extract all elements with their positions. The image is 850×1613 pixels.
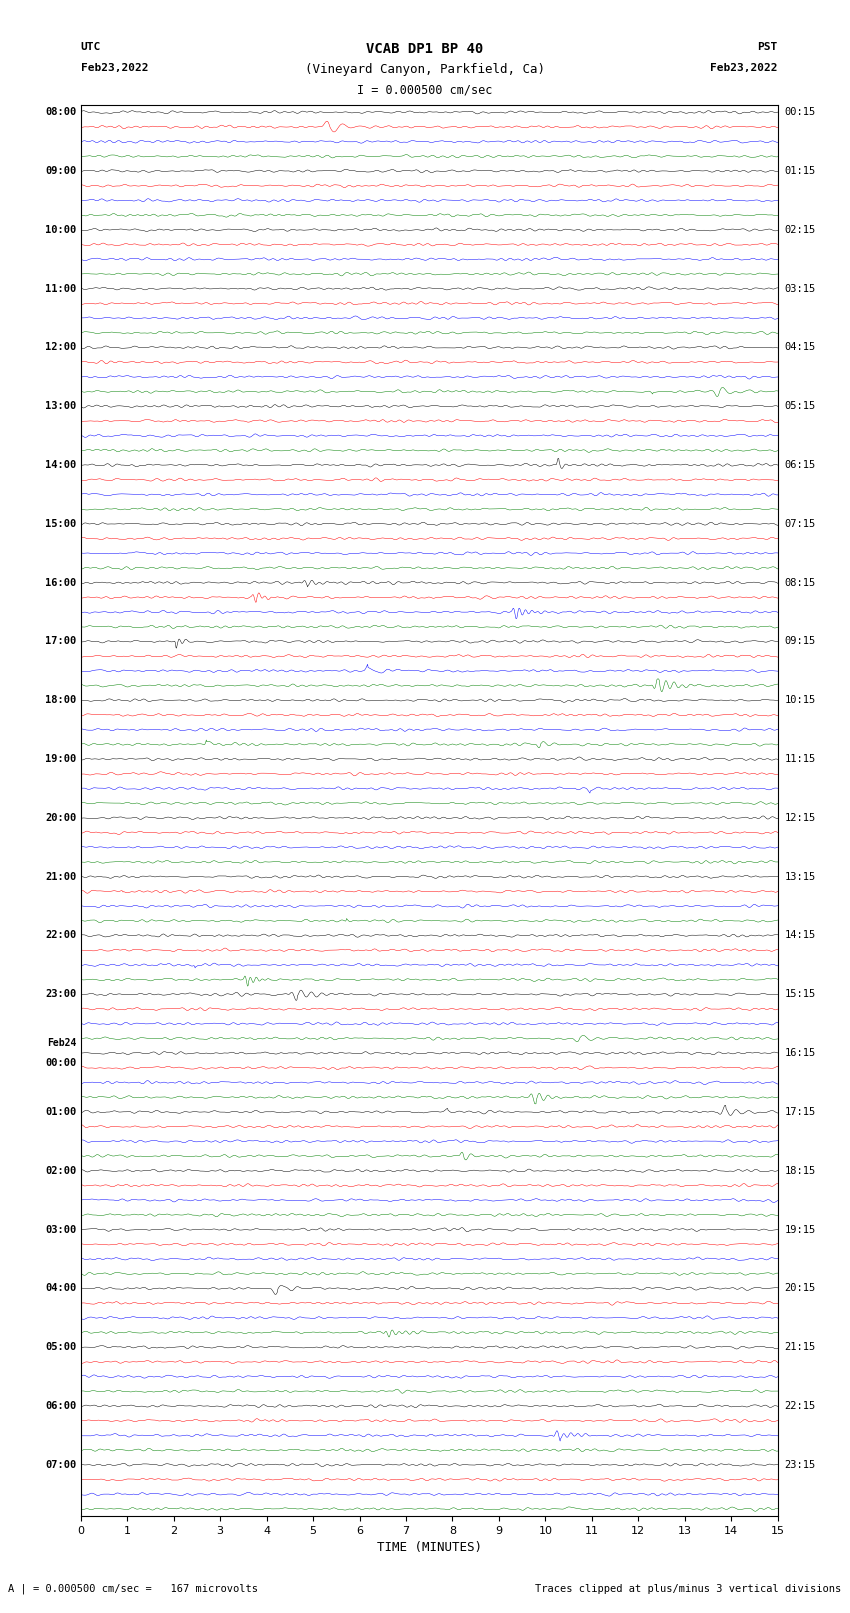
Text: 01:00: 01:00: [45, 1107, 76, 1116]
Text: 14:00: 14:00: [45, 460, 76, 469]
Text: 20:00: 20:00: [45, 813, 76, 823]
Text: 07:15: 07:15: [785, 519, 816, 529]
Text: 10:15: 10:15: [785, 695, 816, 705]
Text: 07:00: 07:00: [45, 1460, 76, 1469]
Text: 19:15: 19:15: [785, 1224, 816, 1234]
Text: 01:15: 01:15: [785, 166, 816, 176]
Text: 18:15: 18:15: [785, 1166, 816, 1176]
Text: 13:00: 13:00: [45, 402, 76, 411]
Text: PST: PST: [757, 42, 778, 52]
Text: 04:00: 04:00: [45, 1284, 76, 1294]
Text: 05:00: 05:00: [45, 1342, 76, 1352]
Text: Traces clipped at plus/minus 3 vertical divisions: Traces clipped at plus/minus 3 vertical …: [536, 1584, 842, 1594]
Text: 08:00: 08:00: [45, 106, 76, 118]
Text: 10:00: 10:00: [45, 224, 76, 235]
Text: 04:15: 04:15: [785, 342, 816, 352]
Text: I = 0.000500 cm/sec: I = 0.000500 cm/sec: [357, 84, 493, 97]
Text: 00:15: 00:15: [785, 106, 816, 118]
Text: 06:00: 06:00: [45, 1402, 76, 1411]
Text: 13:15: 13:15: [785, 871, 816, 882]
Text: 00:00: 00:00: [45, 1058, 76, 1068]
Text: 06:15: 06:15: [785, 460, 816, 469]
Text: 15:15: 15:15: [785, 989, 816, 1000]
Text: 03:00: 03:00: [45, 1224, 76, 1234]
Text: 16:00: 16:00: [45, 577, 76, 587]
Text: 09:15: 09:15: [785, 637, 816, 647]
Text: 02:00: 02:00: [45, 1166, 76, 1176]
Text: 08:15: 08:15: [785, 577, 816, 587]
Text: UTC: UTC: [81, 42, 101, 52]
Text: 21:15: 21:15: [785, 1342, 816, 1352]
Text: 21:00: 21:00: [45, 871, 76, 882]
X-axis label: TIME (MINUTES): TIME (MINUTES): [377, 1542, 482, 1555]
Text: A | = 0.000500 cm/sec =   167 microvolts: A | = 0.000500 cm/sec = 167 microvolts: [8, 1582, 258, 1594]
Text: 22:15: 22:15: [785, 1402, 816, 1411]
Text: 11:15: 11:15: [785, 753, 816, 765]
Text: VCAB DP1 BP 40: VCAB DP1 BP 40: [366, 42, 484, 56]
Text: 17:00: 17:00: [45, 637, 76, 647]
Text: 09:00: 09:00: [45, 166, 76, 176]
Text: 03:15: 03:15: [785, 284, 816, 294]
Text: 23:15: 23:15: [785, 1460, 816, 1469]
Text: Feb23,2022: Feb23,2022: [711, 63, 778, 73]
Text: 02:15: 02:15: [785, 224, 816, 235]
Text: Feb24: Feb24: [47, 1039, 76, 1048]
Text: 17:15: 17:15: [785, 1107, 816, 1116]
Text: 12:00: 12:00: [45, 342, 76, 352]
Text: (Vineyard Canyon, Parkfield, Ca): (Vineyard Canyon, Parkfield, Ca): [305, 63, 545, 76]
Text: 19:00: 19:00: [45, 753, 76, 765]
Text: 18:00: 18:00: [45, 695, 76, 705]
Text: 14:15: 14:15: [785, 931, 816, 940]
Text: 20:15: 20:15: [785, 1284, 816, 1294]
Text: 16:15: 16:15: [785, 1048, 816, 1058]
Text: 23:00: 23:00: [45, 989, 76, 1000]
Text: Feb23,2022: Feb23,2022: [81, 63, 148, 73]
Text: 22:00: 22:00: [45, 931, 76, 940]
Text: 15:00: 15:00: [45, 519, 76, 529]
Text: 11:00: 11:00: [45, 284, 76, 294]
Text: 05:15: 05:15: [785, 402, 816, 411]
Text: 12:15: 12:15: [785, 813, 816, 823]
